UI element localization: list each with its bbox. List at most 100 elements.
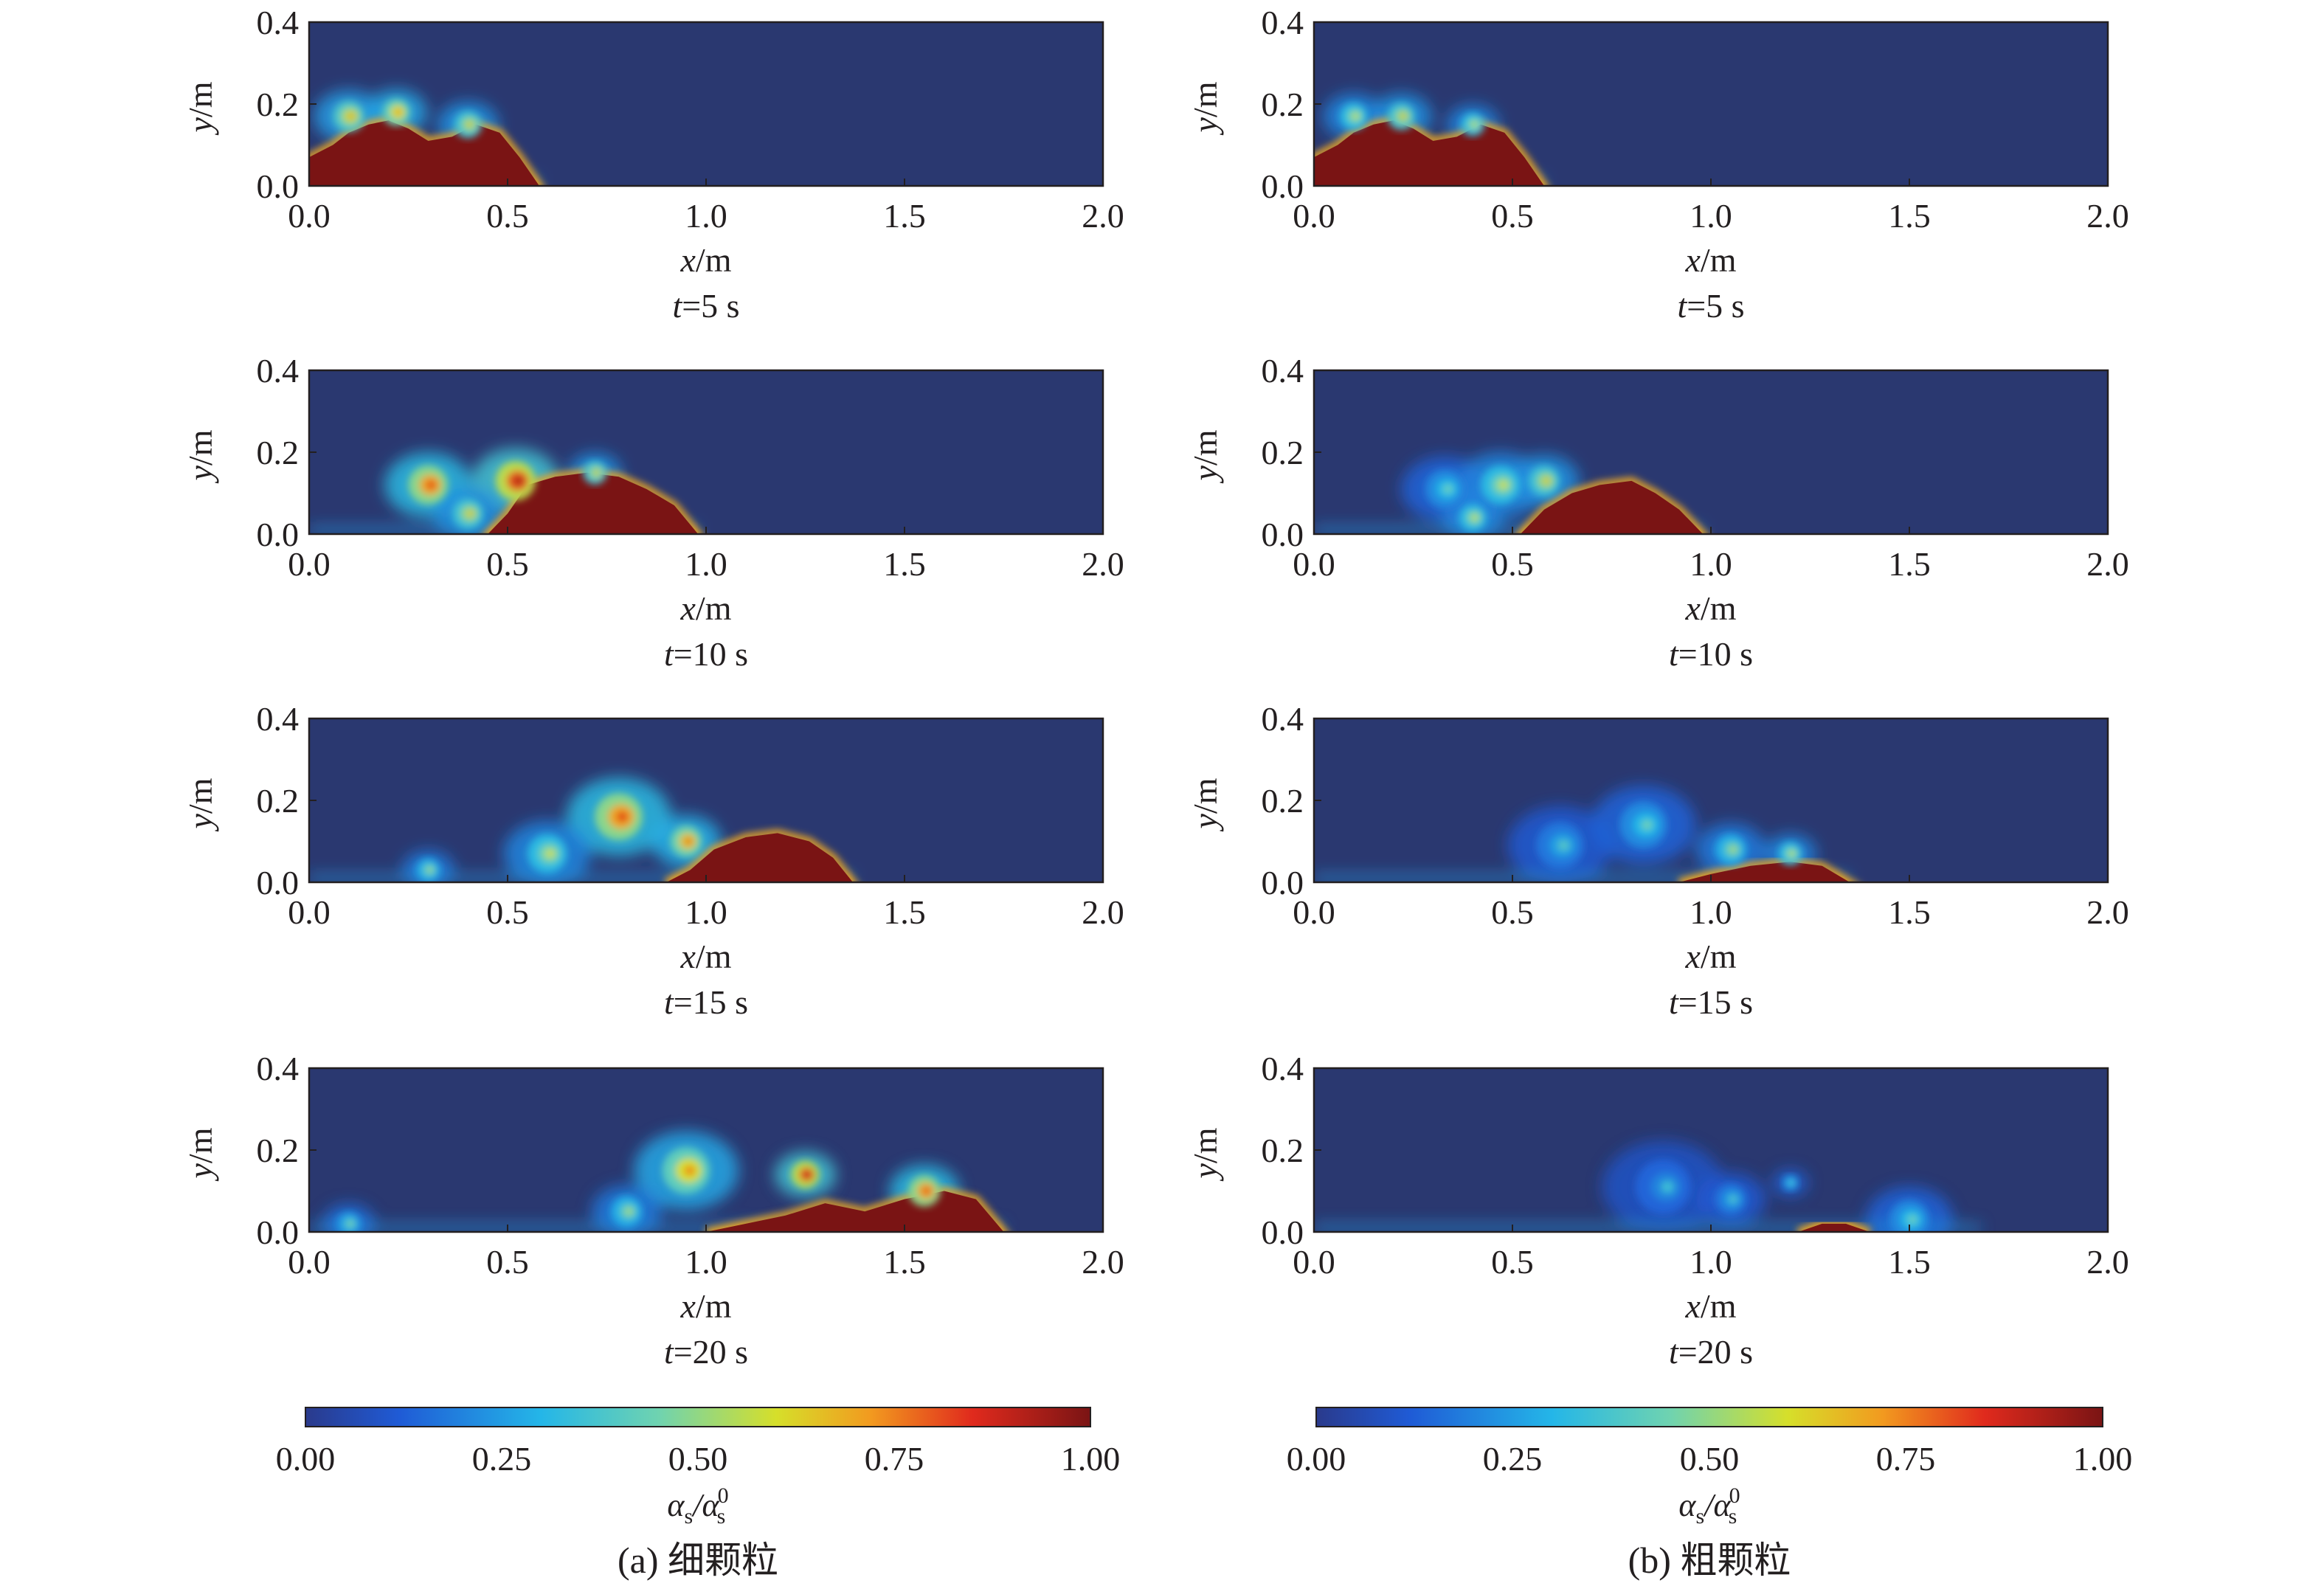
heatmap-panel: 0.0 0.5 1.0 1.5 2.0 0.0 0.2 0.4 x/m y/m t=5 s <box>1186 4 2129 325</box>
heatmap-panel: 0.0 0.5 1.0 1.5 2.0 0.0 0.2 0.4 x/m y/m t=10 s <box>1186 352 2129 673</box>
y-tick-label: 0.2 <box>1262 86 1304 123</box>
x-tick-label: 2.0 <box>2086 893 2129 931</box>
bed-layer <box>1314 1223 1981 1232</box>
colorbar-b-tick-2: 0.50 <box>1680 1440 1740 1478</box>
vortex <box>1715 1183 1747 1215</box>
vortex <box>382 98 411 126</box>
y-tick-label: 0.4 <box>1262 352 1304 389</box>
x-tick-label: 1.0 <box>1690 197 1732 235</box>
vortex <box>595 793 643 840</box>
time-label: t=5 s <box>672 287 739 325</box>
y-tick-label: 0.0 <box>257 167 300 205</box>
dense-core <box>309 120 540 186</box>
x-tick-label: 0.5 <box>1491 197 1534 235</box>
x-tick-label: 1.0 <box>685 197 727 235</box>
colorbar-b-tick-0: 0.00 <box>1287 1440 1346 1478</box>
x-axis-label: x/m <box>680 938 732 975</box>
x-axis-label: x/m <box>1685 938 1737 975</box>
x-axis-label: x/m <box>1685 241 1737 279</box>
x-tick-label: 1.0 <box>685 545 727 583</box>
heatmap-panel: 0.0 0.5 1.0 1.5 2.0 0.0 0.2 0.4 x/m y/m t=10 s <box>181 352 1124 673</box>
colorbar-a-tick-0: 0.00 <box>276 1440 336 1478</box>
colorbar-a: 0.00 0.25 0.50 0.75 1.00 αs/α0 s (a) 细颗粒 <box>276 1407 1120 1581</box>
x-tick-label: 2.0 <box>1082 893 1124 931</box>
x-tick-label: 0.5 <box>486 545 529 583</box>
y-axis-label: y/m <box>181 1127 219 1181</box>
y-tick-label: 0.0 <box>257 516 300 553</box>
colorbar-b-bar <box>1315 1407 2103 1427</box>
vortex <box>791 1160 820 1188</box>
bed-layer <box>1314 525 1704 534</box>
x-tick-label: 0.5 <box>486 893 529 931</box>
colorbar-b: 0.00 0.25 0.50 0.75 1.00 αs/α0 s (b) 粗颗粒 <box>1287 1407 2133 1581</box>
vortex <box>1339 103 1368 131</box>
vortex <box>1480 465 1521 505</box>
y-tick-label: 0.2 <box>1262 434 1304 471</box>
y-tick-label: 0.4 <box>257 1050 300 1087</box>
y-tick-label: 0.4 <box>257 352 300 389</box>
y-tick-label: 0.4 <box>257 700 300 738</box>
vortex <box>1528 465 1560 496</box>
vortex <box>527 834 567 873</box>
y-tick-label: 0.0 <box>1262 864 1304 901</box>
x-tick-label: 2.0 <box>2086 197 2129 235</box>
y-tick-label: 0.4 <box>257 4 300 41</box>
heatmap-panel: 0.0 0.5 1.0 1.5 2.0 0.0 0.2 0.4 x/m y/m t=20 s <box>1186 1050 2129 1371</box>
time-label: t=15 s <box>1669 983 1753 1021</box>
time-label: t=10 s <box>664 635 748 673</box>
caption-a: (a) 细颗粒 <box>618 1540 778 1581</box>
vortex <box>333 100 365 132</box>
vortex <box>1619 801 1667 848</box>
x-tick-label: 0.0 <box>288 893 331 931</box>
vortex <box>1461 112 1485 136</box>
x-tick-label: 0.5 <box>1491 545 1534 583</box>
time-label: t=20 s <box>1669 1333 1753 1371</box>
x-tick-label: 2.0 <box>2086 545 2129 583</box>
y-tick-label: 0.0 <box>257 864 300 901</box>
x-tick-label: 0.0 <box>288 1243 331 1281</box>
vortex <box>662 1147 710 1194</box>
dense-core <box>666 833 854 882</box>
x-tick-label: 0.0 <box>1293 545 1335 583</box>
y-tick-label: 0.0 <box>257 1213 300 1251</box>
dense-core <box>1520 480 1704 534</box>
dense-core <box>1314 120 1545 186</box>
y-axis-label: y/m <box>181 81 219 135</box>
x-tick-label: 1.5 <box>883 545 926 583</box>
vortex <box>336 1212 361 1232</box>
vortex <box>1387 103 1416 131</box>
colorbar-b-tick-4: 1.00 <box>2073 1440 2133 1478</box>
vortex <box>908 1175 941 1207</box>
x-tick-label: 1.5 <box>1888 1243 1931 1281</box>
y-axis-label: y/m <box>1186 81 1224 135</box>
heatmap-panel: 0.0 0.5 1.0 1.5 2.0 0.0 0.2 0.4 x/m y/m t=20 s <box>181 1050 1124 1371</box>
y-tick-label: 0.2 <box>1262 1132 1304 1169</box>
y-axis-label: y/m <box>1186 1127 1224 1181</box>
colorbar-b-tick-1: 0.25 <box>1483 1440 1543 1478</box>
vortex <box>670 825 702 857</box>
colorbar-b-tick-3: 0.75 <box>1876 1440 1936 1478</box>
x-tick-label: 1.5 <box>1888 545 1931 583</box>
x-tick-label: 0.0 <box>288 545 331 583</box>
x-tick-label: 1.5 <box>883 893 926 931</box>
y-tick-label: 0.0 <box>1262 516 1304 553</box>
y-tick-label: 0.0 <box>1262 167 1304 205</box>
y-tick-label: 0.2 <box>257 782 300 820</box>
dense-core <box>488 472 699 534</box>
y-tick-label: 0.2 <box>257 1132 300 1169</box>
y-tick-label: 0.4 <box>1262 700 1304 738</box>
y-tick-label: 0.4 <box>1262 4 1304 41</box>
x-tick-label: 1.5 <box>1888 893 1931 931</box>
time-label: t=20 s <box>664 1333 748 1371</box>
colorbar-a-tick-2: 0.50 <box>668 1440 728 1478</box>
vortex <box>1635 1160 1692 1214</box>
x-axis-label: x/m <box>680 589 732 627</box>
time-label: t=15 s <box>664 983 748 1021</box>
x-tick-label: 2.0 <box>1082 197 1124 235</box>
vortex <box>416 858 440 882</box>
heatmap-panel: 0.0 0.5 1.0 1.5 2.0 0.0 0.2 0.4 x/m y/m t=5 s <box>181 4 1124 325</box>
vortex <box>583 460 607 485</box>
y-tick-label: 0.2 <box>257 434 300 471</box>
x-tick-label: 0.5 <box>1491 893 1534 931</box>
